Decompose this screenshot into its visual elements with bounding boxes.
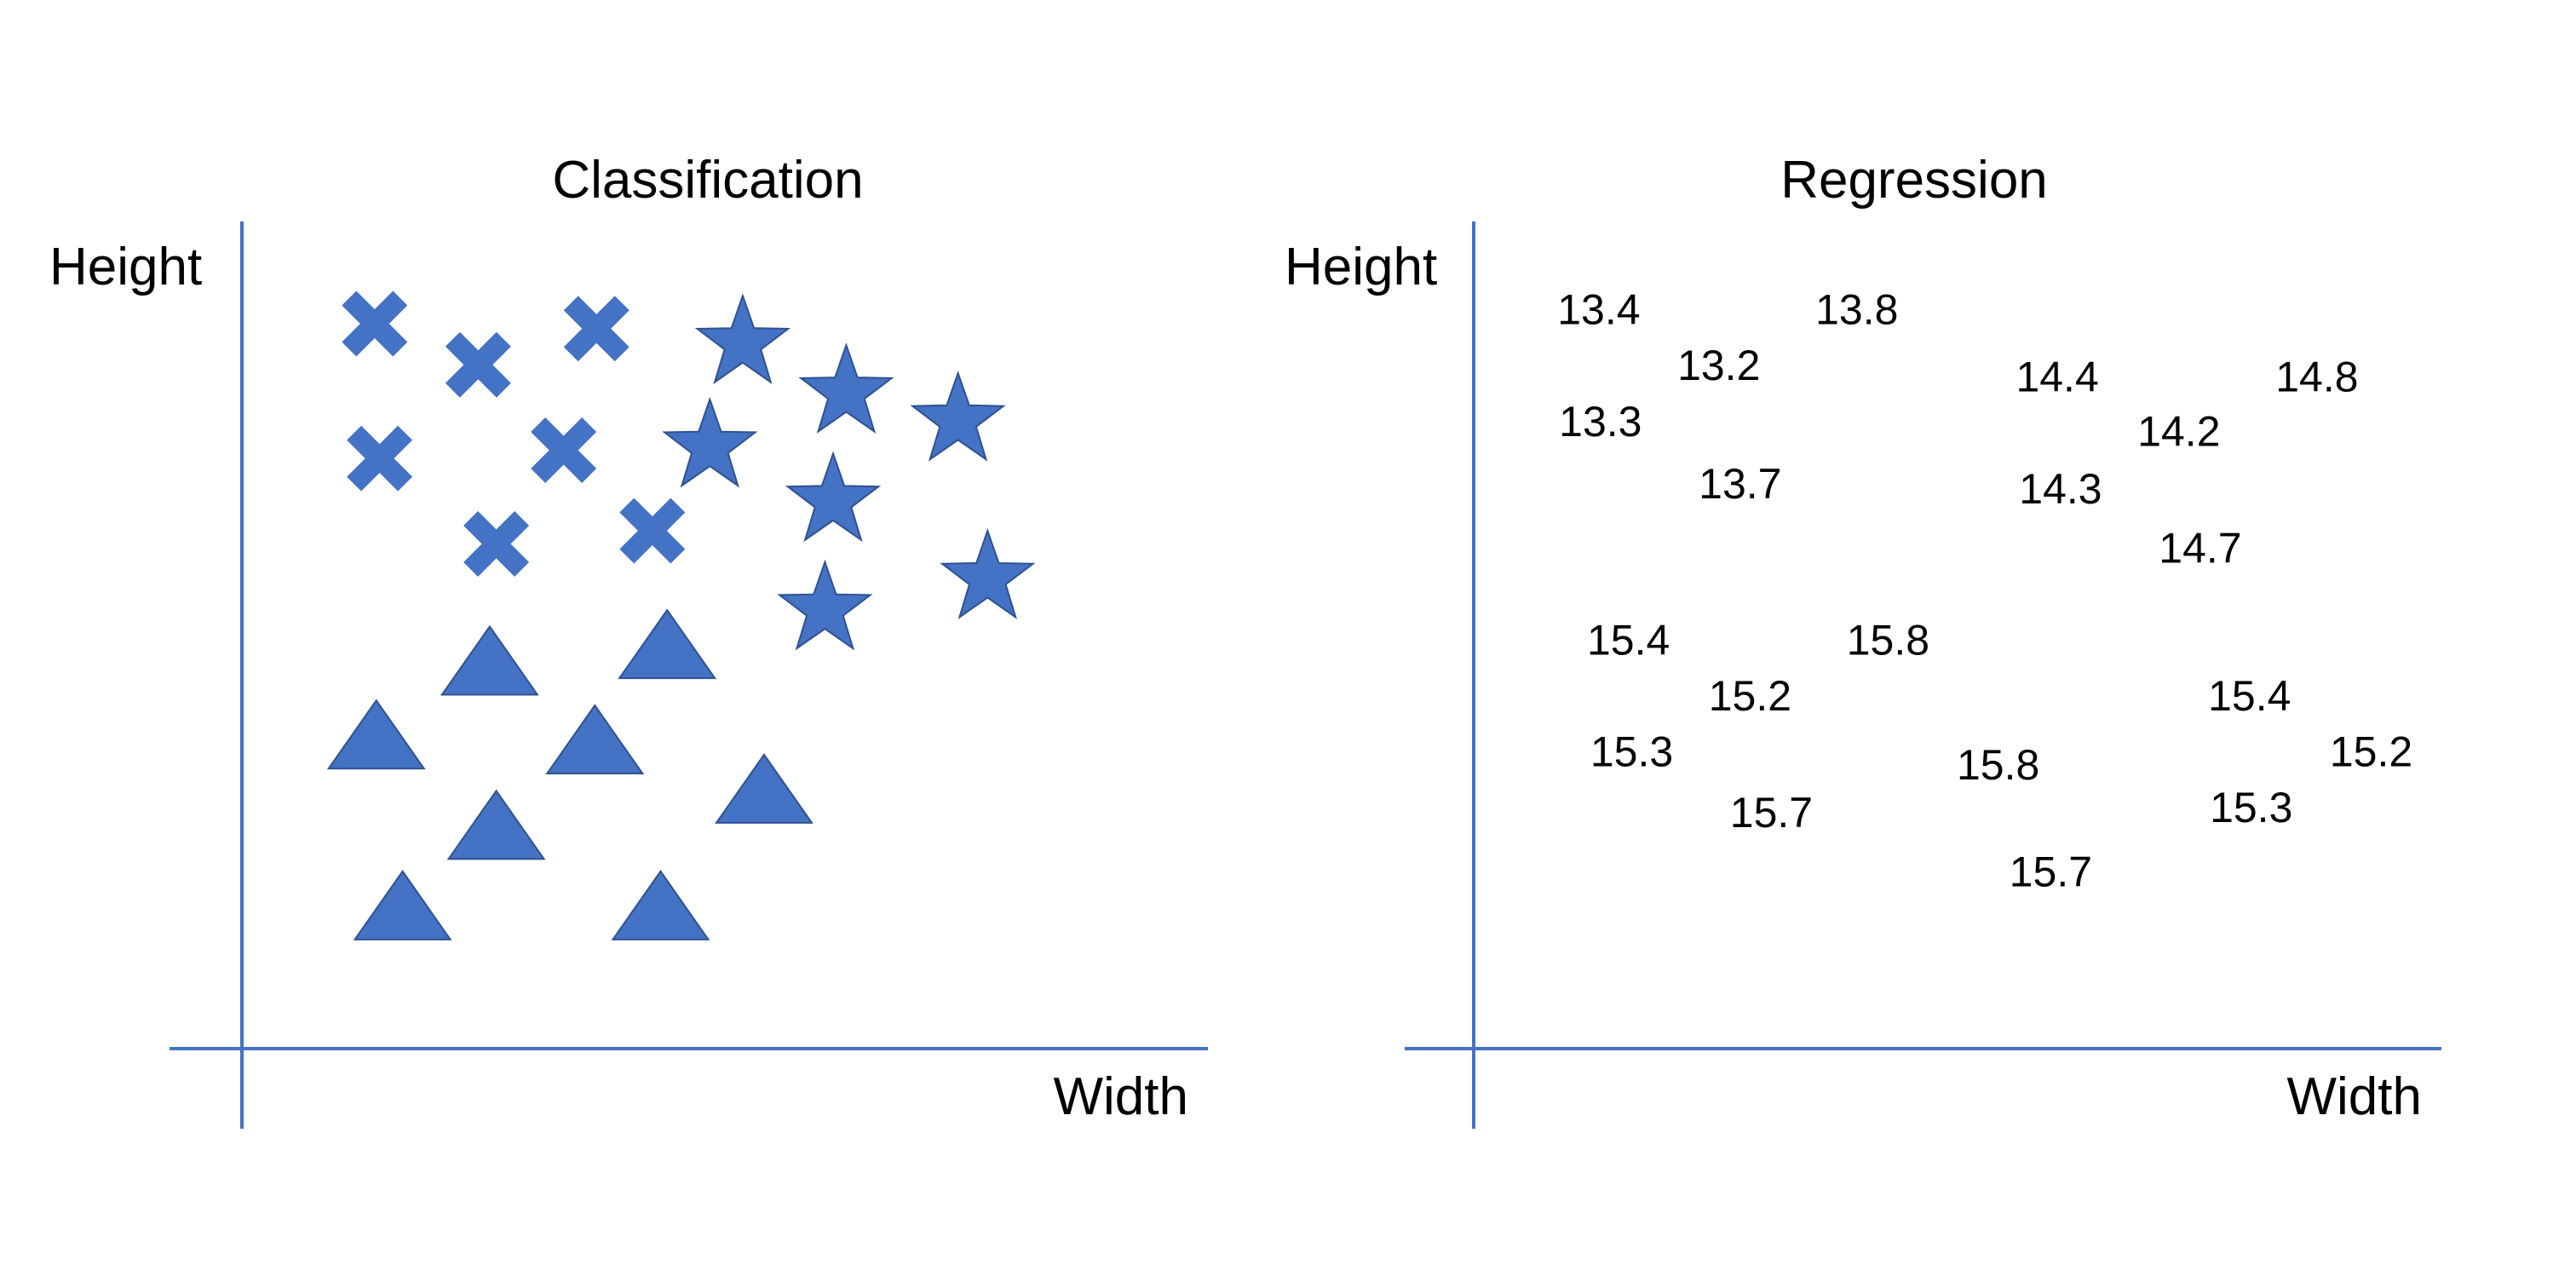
regression-value: 13.7 [1699,460,1781,508]
x-cross-marker [563,296,630,362]
regression-value: 15.7 [1730,789,1813,837]
triangle-marker [326,699,426,770]
y-axis-label: Height [49,238,202,296]
regression-values: 13.4 13.8 13.2 14.4 14.8 13.3 14.2 13.7 14.3 14.7… [1557,286,2412,896]
star-marker [785,451,882,543]
regression-value: 15.2 [2330,728,2412,776]
regression-panel: Regression Height Width 13.4 13.8 13.2 14.4… [1285,151,2441,1129]
regression-value: 15.2 [1709,672,1791,720]
x-axis-label: Width [1054,1067,1188,1126]
regression-title: Regression [1780,151,2048,210]
classification-title: Classification [552,151,863,210]
star-marker [777,559,873,651]
x-cross-marker [463,511,530,577]
star-marker [910,370,1006,462]
triangle-marker [353,870,452,940]
classification-panel: Classification Height Width [49,151,1208,1129]
regression-value: 13.4 [1557,286,1640,334]
regression-value: 15.4 [2208,672,2291,720]
regression-value: 15.3 [1590,728,1673,776]
regression-value: 13.3 [1559,398,1642,446]
regression-value: 13.8 [1815,286,1898,334]
triangle-marker [618,608,717,680]
star-marker [694,293,791,385]
triangle-marker [545,704,645,775]
star-marker [662,396,758,488]
star-marker [798,342,894,434]
x-cross-marker [531,417,597,484]
regression-value: 14.2 [2137,407,2220,455]
regression-value: 15.7 [2010,848,2092,895]
class-markers [326,290,1036,940]
x-axis-label: Width [2287,1067,2422,1126]
x-cross-marker [347,425,413,492]
regression-value: 15.4 [1587,616,1670,664]
x-cross-marker [342,290,408,357]
regression-value: 14.8 [2275,354,2358,401]
triangle-marker [611,870,710,940]
regression-value: 15.3 [2210,784,2292,831]
triangle-marker [715,753,814,824]
x-cross-marker [619,497,686,564]
triangle-marker [446,789,546,860]
regression-value: 14.4 [2015,354,2098,401]
regression-value: 15.8 [1957,741,2039,789]
regression-value: 14.3 [2019,465,2102,513]
y-axis-label: Height [1285,238,1437,296]
regression-value: 13.2 [1677,342,1760,389]
triangle-marker [440,624,539,696]
regression-value: 14.7 [2159,524,2241,572]
star-marker [940,528,1036,619]
regression-value: 15.8 [1847,616,1929,664]
x-cross-marker [445,331,511,398]
